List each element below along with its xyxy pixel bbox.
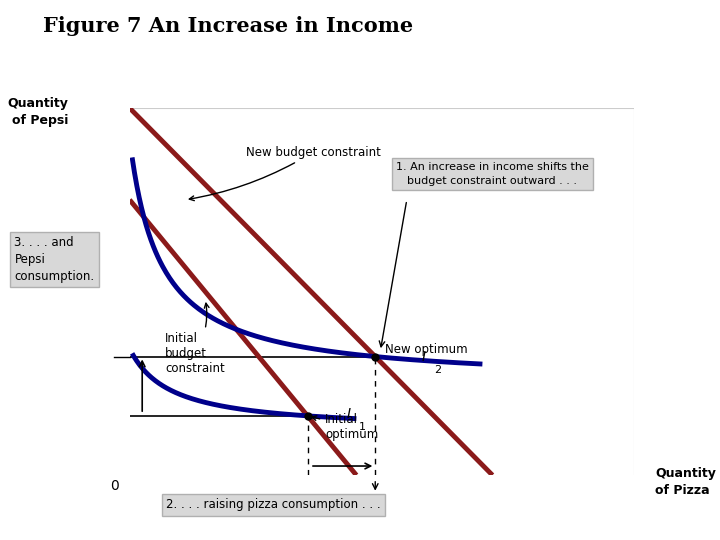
Text: 0: 0: [110, 479, 119, 493]
Text: I: I: [346, 407, 351, 421]
Text: 1: 1: [359, 422, 366, 432]
Text: Quantity
of Pepsi: Quantity of Pepsi: [7, 97, 68, 127]
Text: 2: 2: [435, 365, 441, 375]
Text: I: I: [422, 350, 426, 365]
Text: Quantity
of Pizza: Quantity of Pizza: [655, 467, 716, 497]
Text: Figure 7 An Increase in Income: Figure 7 An Increase in Income: [43, 16, 413, 36]
Text: Initial
optimum: Initial optimum: [312, 413, 379, 441]
Text: 1. An increase in income shifts the
budget constraint outward . . .: 1. An increase in income shifts the budg…: [396, 162, 589, 186]
Text: New budget constraint: New budget constraint: [189, 146, 380, 201]
Text: Initial
budget
constraint: Initial budget constraint: [165, 303, 225, 375]
Text: 3. . . . and
Pepsi
consumption.: 3. . . . and Pepsi consumption.: [14, 235, 94, 283]
Text: 2. . . . raising pizza consumption . . .: 2. . . . raising pizza consumption . . .: [166, 498, 381, 511]
Text: New optimum: New optimum: [385, 343, 468, 356]
